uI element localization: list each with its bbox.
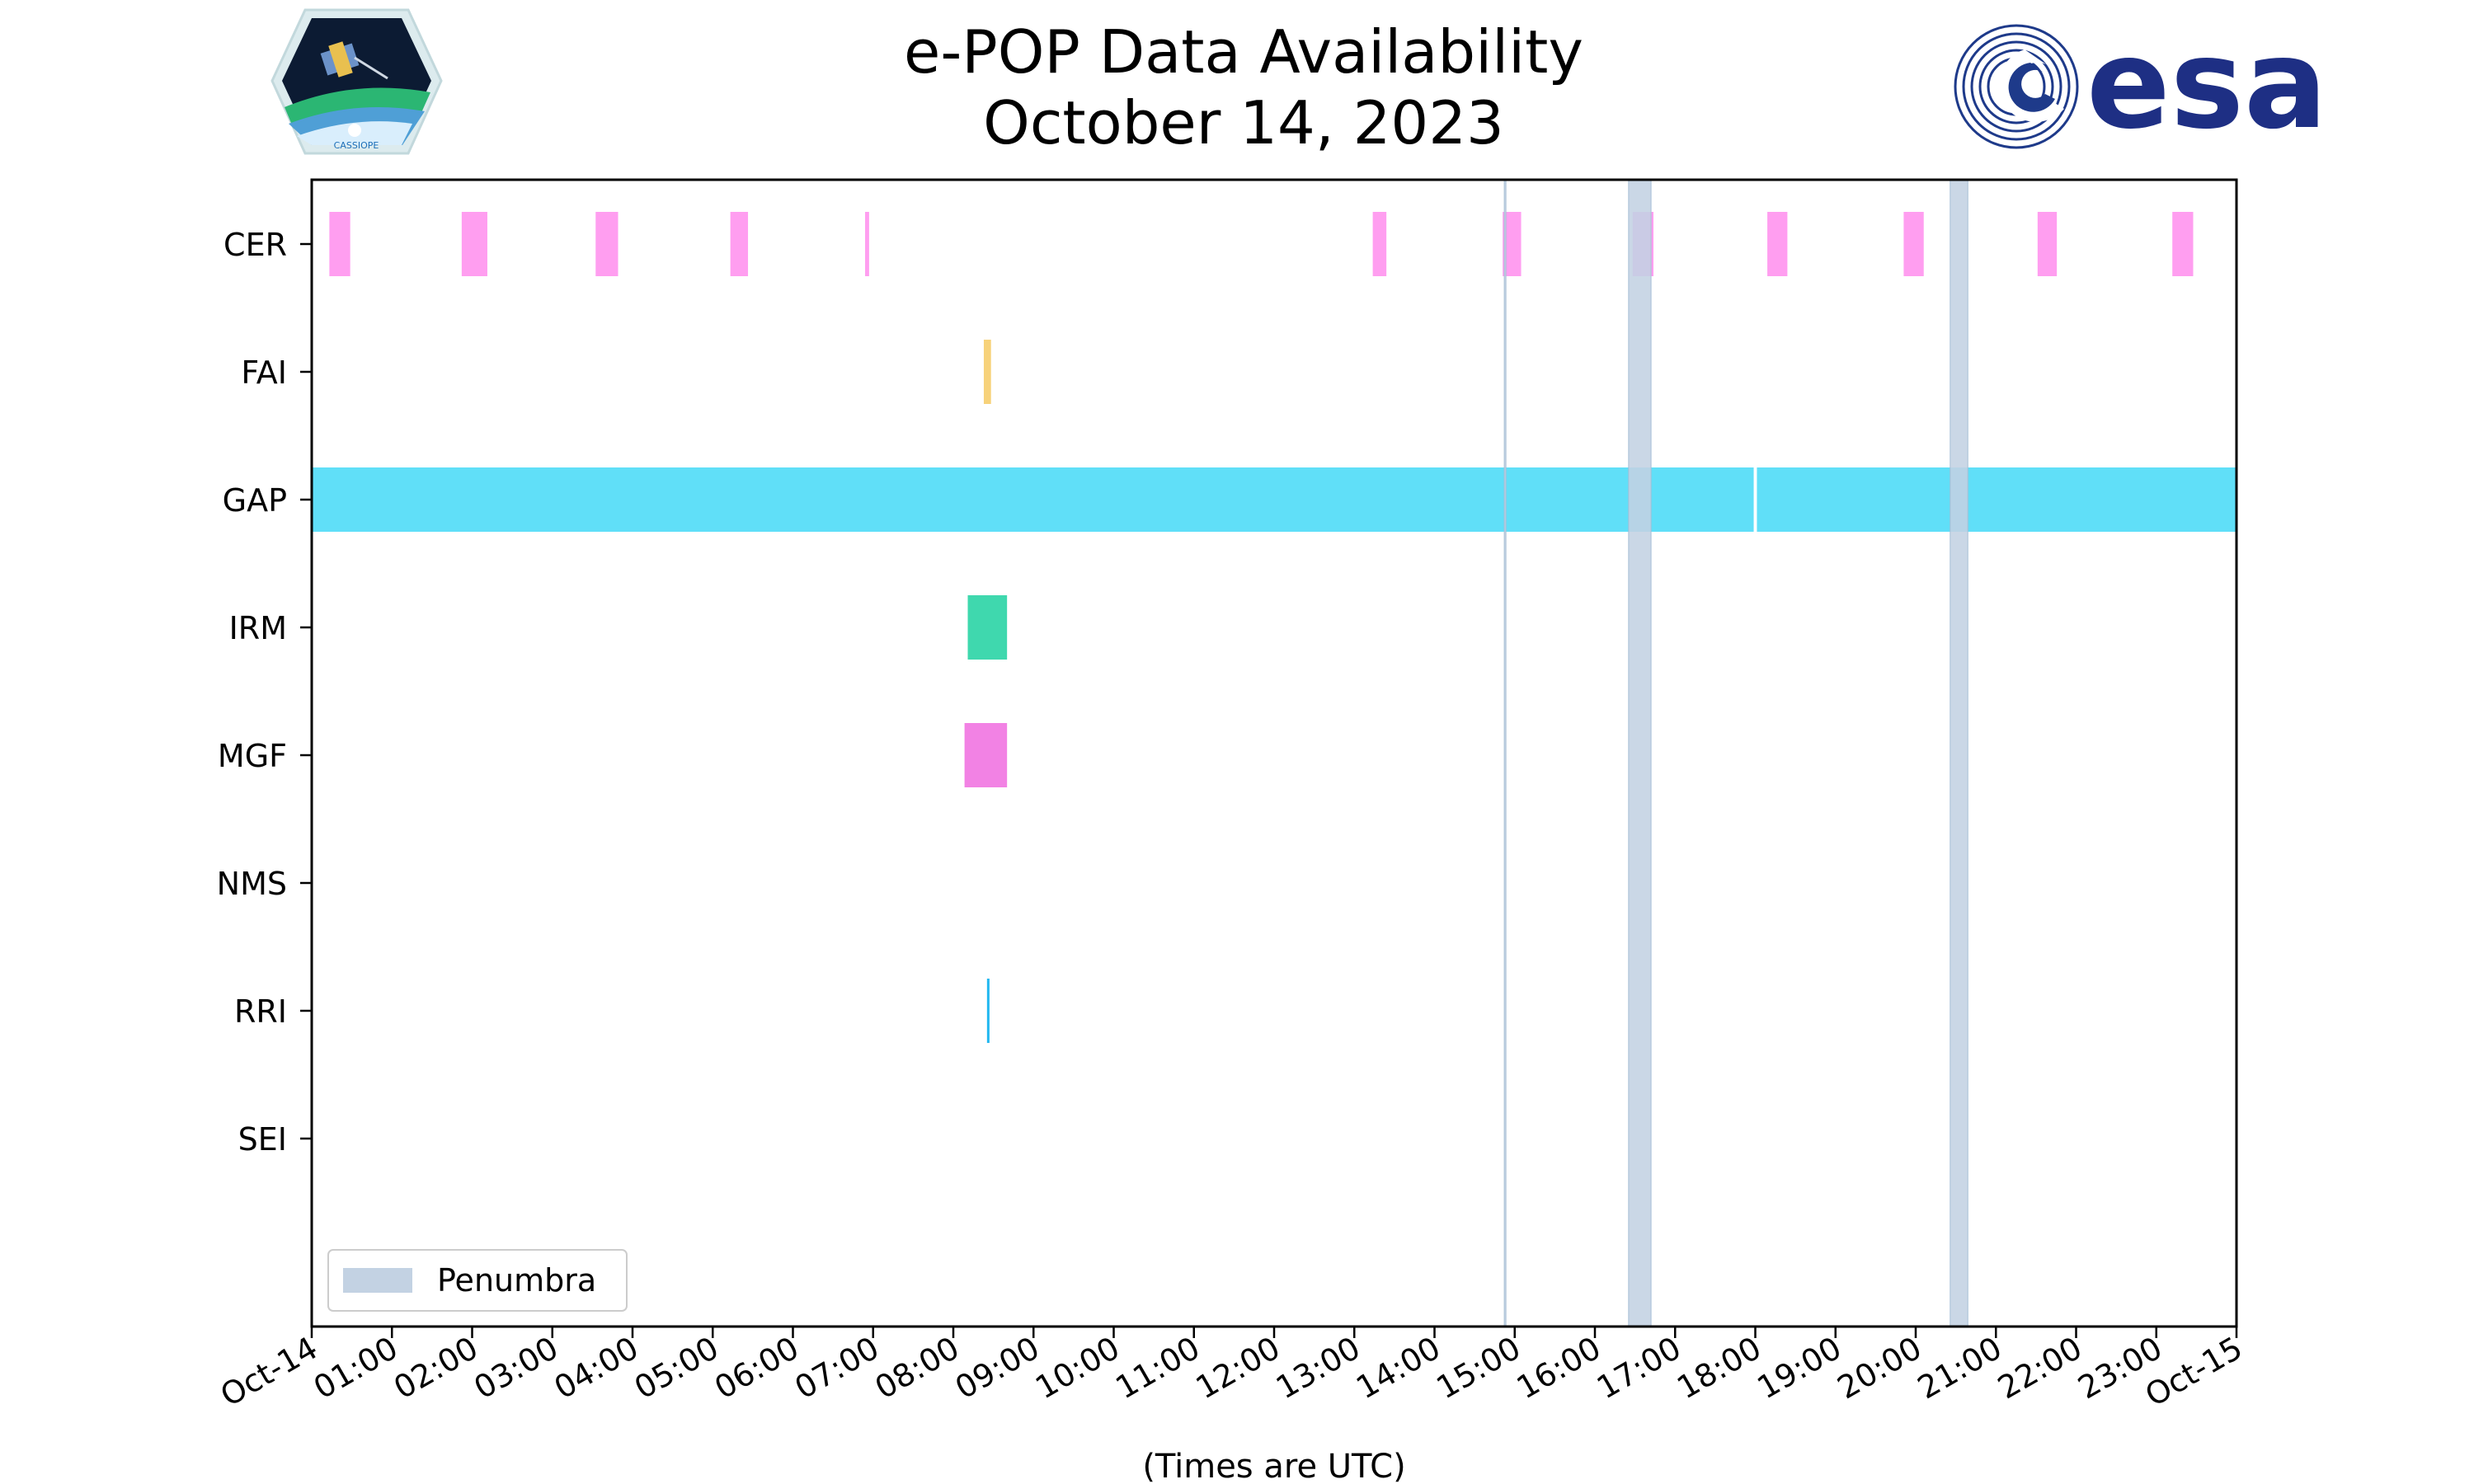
- bar-mgf-0: [964, 723, 1008, 787]
- bar-cer-0: [329, 212, 350, 276]
- x-tick-label-17-00: 17:00: [1591, 1330, 1687, 1407]
- x-tick-label-05-00: 05:00: [628, 1330, 725, 1407]
- bar-cer-10: [2037, 212, 2058, 276]
- x-axis-label: (Times are UTC): [1142, 1448, 1405, 1484]
- x-tick-label-20-00: 20:00: [1832, 1330, 1928, 1407]
- legend-box: [327, 1249, 628, 1312]
- penumbra-bands: [1503, 179, 1968, 1327]
- x-tick-label-16-00: 16:00: [1511, 1330, 1607, 1407]
- x-tick-label-22-00: 22:00: [1992, 1330, 2088, 1407]
- x-tick-label-02-00: 02:00: [388, 1330, 484, 1407]
- esa-emblem: [1954, 24, 2079, 149]
- x-tick-label-oct-14: Oct-14: [214, 1330, 324, 1414]
- esa-logo: esa: [1954, 13, 2327, 157]
- x-tick-label-13-00: 13:00: [1270, 1330, 1366, 1407]
- esa-logo-text: esa: [2086, 13, 2327, 157]
- x-tick-label-11-00: 11:00: [1109, 1330, 1206, 1407]
- bar-cer-5: [1372, 212, 1387, 276]
- x-axis: Oct-1401:0002:0003:0004:0005:0006:0007:0…: [214, 1327, 2249, 1414]
- x-tick-label-12-00: 12:00: [1190, 1330, 1286, 1407]
- y-tick-label-mgf: MGF: [218, 738, 287, 774]
- x-tick-label-19-00: 19:00: [1751, 1330, 1847, 1407]
- bar-cer-4: [865, 212, 869, 276]
- bar-irm-0: [967, 595, 1008, 660]
- x-tick-label-18-00: 18:00: [1671, 1330, 1767, 1407]
- bar-rri-0: [986, 979, 990, 1043]
- x-tick-label-06-00: 06:00: [708, 1330, 805, 1407]
- bar-cer-6: [1503, 212, 1522, 276]
- legend-swatch-penumbra: [343, 1268, 412, 1293]
- cassiope-logo: CASSIOPE: [270, 8, 443, 155]
- bar-cer-2: [595, 212, 618, 276]
- bar-cer-3: [730, 212, 749, 276]
- x-tick-label-04-00: 04:00: [548, 1330, 645, 1407]
- y-tick-label-sei: SEI: [238, 1121, 287, 1158]
- legend: Penumbra: [327, 1249, 628, 1312]
- chart-subtitle: October 14, 2023: [983, 88, 1504, 157]
- x-tick-label-21-00: 21:00: [1912, 1330, 2008, 1407]
- y-axis: CER FAI GAP IRM MGF NMS RRI SEI: [217, 227, 312, 1158]
- y-tick-label-gap: GAP: [223, 482, 287, 519]
- x-tick-label-10-00: 10:00: [1029, 1330, 1126, 1407]
- penumbra-band-0: [1503, 179, 1507, 1327]
- y-tick-label-cer: CER: [223, 227, 287, 263]
- bar-cer-8: [1767, 212, 1788, 276]
- chart-title: e-POP Data Availability: [904, 17, 1583, 87]
- bar-cer-9: [1903, 212, 1924, 276]
- x-tick-label-07-00: 07:00: [788, 1330, 885, 1407]
- x-tick-label-09-00: 09:00: [949, 1330, 1046, 1407]
- bar-fai-0: [983, 340, 991, 404]
- bar-gap-1: [1757, 467, 2236, 532]
- y-tick-label-rri: RRI: [234, 993, 287, 1030]
- bar-cer-11: [2172, 212, 2194, 276]
- x-tick-label-01-00: 01:00: [308, 1330, 404, 1407]
- availability-bars: [312, 212, 2236, 1043]
- plot-area: [312, 180, 2236, 1327]
- y-tick-label-fai: FAI: [241, 355, 287, 391]
- bar-cer-1: [461, 212, 487, 276]
- penumbra-band-2: [1950, 179, 1968, 1327]
- penumbra-band-1: [1628, 179, 1652, 1327]
- x-tick-label-03-00: 03:00: [468, 1330, 564, 1407]
- x-tick-label-14-00: 14:00: [1350, 1330, 1446, 1407]
- bar-gap-0: [312, 467, 1754, 532]
- y-tick-label-nms: NMS: [217, 866, 287, 902]
- y-tick-label-irm: IRM: [229, 610, 287, 646]
- cassiope-logo-text: CASSIOPE: [334, 140, 379, 151]
- x-tick-label-15-00: 15:00: [1430, 1330, 1526, 1407]
- legend-label-penumbra: Penumbra: [437, 1262, 596, 1298]
- x-tick-label-08-00: 08:00: [869, 1330, 966, 1407]
